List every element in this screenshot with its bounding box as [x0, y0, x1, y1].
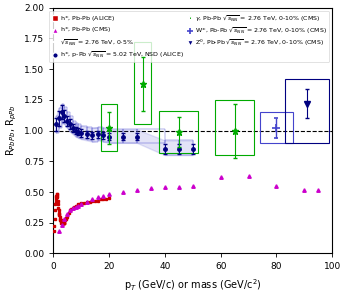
h$^{\pm}$, Pb-Pb (CMS)	[246, 174, 250, 178]
h$^{\pm}$, Pb-Pb (CMS)	[85, 200, 89, 204]
h$^{\pm}$, Pb-Pb (CMS)	[316, 188, 320, 191]
h$^{\pm}$, Pb-Pb (CMS)	[57, 230, 61, 233]
h$^{\pm}$, Pb-Pb (CMS)	[101, 194, 106, 198]
h$^{\pm}$, Pb-Pb (CMS)	[107, 193, 111, 196]
h$^{\pm}$, Pb-Pb (CMS)	[177, 185, 181, 189]
h$^{\pm}$, Pb-Pb (ALICE)	[57, 212, 61, 216]
h$^{\pm}$, Pb-Pb (ALICE)	[55, 193, 59, 196]
h$^{\pm}$, Pb-Pb (CMS)	[90, 198, 95, 201]
h$^{\pm}$, Pb-Pb (CMS)	[79, 203, 83, 206]
h$^{\pm}$, Pb-Pb (CMS)	[65, 212, 69, 216]
h$^{\pm}$, Pb-Pb (CMS)	[274, 184, 278, 188]
h$^{\pm}$, Pb-Pb (CMS)	[121, 190, 125, 194]
h$^{\pm}$, Pb-Pb (CMS)	[73, 205, 78, 208]
h$^{\pm}$, Pb-Pb (ALICE)	[68, 209, 72, 212]
h$^{\pm}$, Pb-Pb (CMS)	[76, 204, 80, 207]
h$^{\pm}$, Pb-Pb (CMS)	[68, 209, 72, 212]
h$^{\pm}$, Pb-Pb (CMS)	[149, 187, 153, 190]
h$^{\pm}$, Pb-Pb (CMS)	[96, 195, 100, 199]
h$^{\pm}$, Pb-Pb (ALICE)	[58, 215, 62, 218]
X-axis label: p$_{T}$ (GeV/c) or mass (GeV/c$^{2}$): p$_{T}$ (GeV/c) or mass (GeV/c$^{2}$)	[124, 277, 262, 293]
Line: h$^{\pm}$, Pb-Pb (ALICE): h$^{\pm}$, Pb-Pb (ALICE)	[53, 193, 110, 233]
h$^{\pm}$, Pb-Pb (CMS)	[135, 188, 139, 191]
h$^{\pm}$, Pb-Pb (ALICE)	[104, 198, 108, 201]
h$^{\pm}$, Pb-Pb (ALICE)	[60, 221, 65, 225]
h$^{\pm}$, Pb-Pb (CMS)	[60, 223, 64, 227]
h$^{\pm}$, Pb-Pb (CMS)	[71, 206, 75, 210]
h$^{\pm}$, Pb-Pb (CMS)	[191, 184, 195, 188]
h$^{\pm}$, Pb-Pb (ALICE)	[61, 221, 65, 225]
h$^{\pm}$, Pb-Pb (CMS)	[219, 176, 223, 179]
h$^{\pm}$, Pb-Pb (ALICE)	[107, 196, 111, 200]
Y-axis label: R$_{PbPb}$, R$_{pPb}$: R$_{PbPb}$, R$_{pPb}$	[4, 105, 19, 156]
h$^{\pm}$, Pb-Pb (CMS)	[302, 188, 306, 191]
Legend: h$^{\pm}$, Pb-Pb (ALICE), h$^{\pm}$, Pb-Pb (CMS), $\sqrt{s_{NN}}$ = 2.76 TeV, 0-: h$^{\pm}$, Pb-Pb (ALICE), h$^{\pm}$, Pb-…	[49, 11, 329, 62]
h$^{\pm}$, Pb-Pb (ALICE)	[52, 230, 56, 233]
h$^{\pm}$, Pb-Pb (CMS)	[163, 185, 167, 189]
Line: h$^{\pm}$, Pb-Pb (CMS): h$^{\pm}$, Pb-Pb (CMS)	[57, 174, 320, 233]
h$^{\pm}$, Pb-Pb (CMS)	[62, 217, 67, 221]
